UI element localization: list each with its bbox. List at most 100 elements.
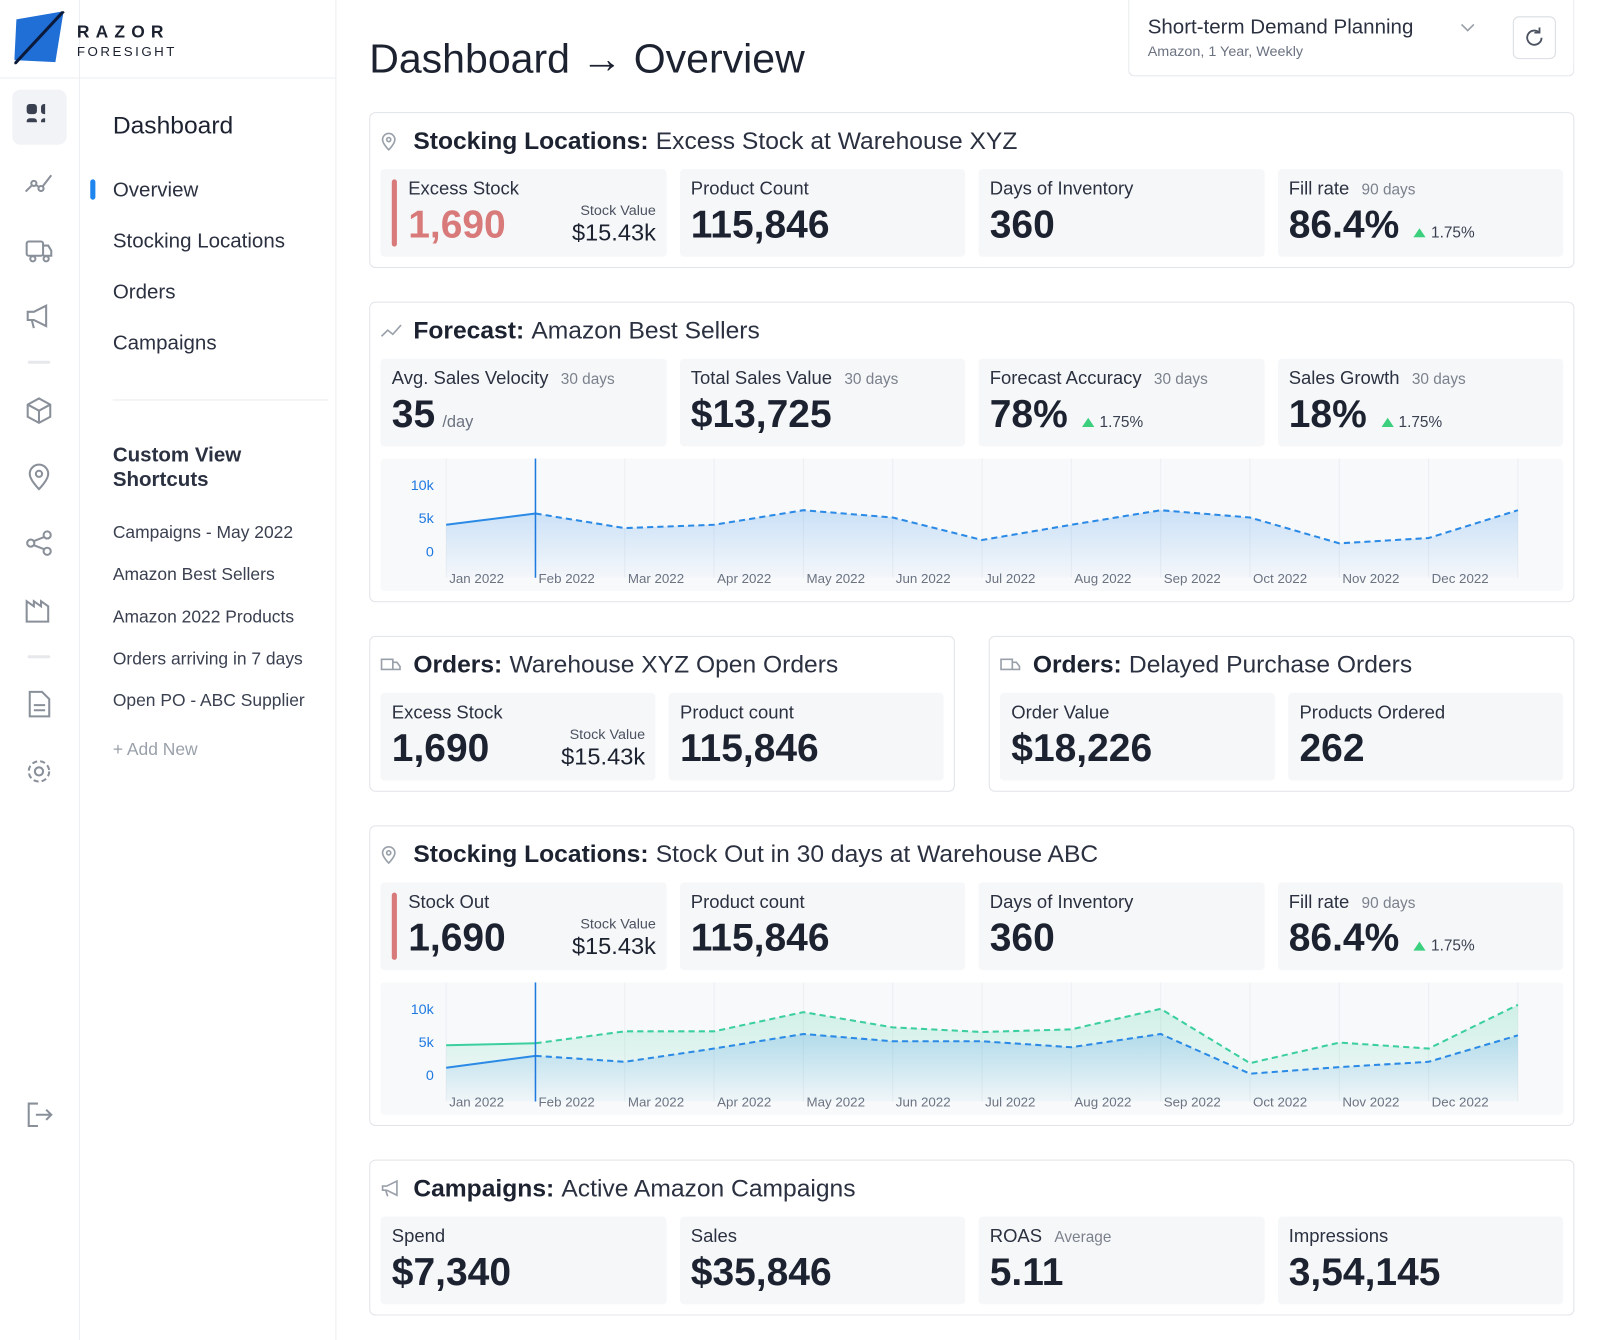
kpi-value-row: 262 (1299, 728, 1552, 772)
kpi-card: Excess Stock 1,690 Stock Value $15.43k (380, 169, 667, 257)
kpi-value: 360 (989, 203, 1055, 247)
y-tick-label: 5k (419, 511, 435, 527)
panel-header: Orders: Delayed Purchase Orders (1000, 637, 1563, 693)
separator (27, 655, 51, 659)
shortcut[interactable]: Amazon 2022 Products (112, 606, 295, 627)
kpi-label-row: Avg. Sales Velocity 30 days (392, 368, 656, 389)
up-arrow (1381, 417, 1394, 427)
nav-icon-network[interactable] (23, 527, 56, 560)
kpi-label: Days of Inventory (989, 178, 1134, 199)
chart-area: Jan 2022 Feb 2022 Mar 2022 Apr 2022 May 2022… (380, 458, 1564, 592)
refresh-button[interactable] (1512, 16, 1556, 60)
y-tick-label: 5k (419, 1035, 435, 1051)
panel-icon (1000, 657, 1021, 670)
kpi-value: 86.4% (1288, 203, 1400, 247)
section-row: Orders: Warehouse XYZ Open Orders Excess S… (369, 635, 1575, 792)
kpi-value-row: 3,54,145 (1289, 1251, 1553, 1295)
add-new[interactable]: + Add New (112, 739, 198, 760)
kpi-period: 90 days (1361, 181, 1416, 199)
nav-icon-reports[interactable] (23, 688, 56, 721)
kpi-label: Fill rate (1288, 178, 1350, 199)
kpi-card: Order Value $18,226 (999, 692, 1275, 781)
kpi-main: Forecast Accuracy 30 days 78% 1.75% (990, 368, 1254, 437)
kpi-value: 5.11 (989, 1251, 1064, 1295)
nav-icon-logout[interactable] (23, 1098, 56, 1131)
panel-header: Stocking Locations: Excess Stock at Wareh… (381, 113, 1564, 169)
kpi-card: Fill rate 90 days 86.4% 1.75% (1277, 169, 1564, 257)
panel-category: Campaigns: (413, 1174, 555, 1202)
kpi-label-row: Total Sales Value 30 days (691, 368, 955, 389)
panel-icon (381, 132, 396, 151)
panel-title: Excess Stock at Warehouse XYZ (655, 126, 1018, 155)
kpi-main: Total Sales Value 30 days $13,725 (691, 368, 955, 437)
kpi-card: Product Count 115,846 (679, 169, 966, 257)
kpi-unit: /day (442, 413, 474, 432)
shortcut[interactable]: Open PO - ABC Supplier (112, 691, 305, 711)
kpi-label: Fill rate (1288, 891, 1350, 913)
kpi-cards: Avg. Sales Velocity 30 days 35/day Total Sa… (380, 358, 1564, 447)
nav-item[interactable]: Overview (112, 179, 199, 202)
sub-label: Stock Value (580, 201, 656, 219)
panel-title: Warehouse XYZ Open Orders (509, 650, 839, 679)
panel: Campaigns: Active Amazon Campaigns Spend $7… (369, 1159, 1575, 1316)
forecast-line (535, 1032, 1519, 1075)
kpi-label: Product Count (690, 178, 809, 199)
kpi-label-row: Impressions (1289, 1226, 1553, 1247)
nav-icon-settings[interactable] (23, 755, 56, 788)
shortcut[interactable]: Amazon Best Sellers (112, 564, 275, 585)
nav-item[interactable]: Orders (112, 281, 176, 304)
kpi-period: 30 days (844, 370, 899, 389)
nav-item[interactable]: Campaigns (112, 332, 217, 355)
logo (14, 11, 65, 65)
section-row: Stocking Locations: Stock Out in 30 days … (369, 825, 1575, 1126)
panel-icon (381, 1179, 398, 1197)
alert-bar (391, 892, 397, 960)
nav-icon-warehouse[interactable] (23, 593, 56, 626)
kpi-main: Products Ordered 262 (1299, 702, 1552, 771)
change-value: 1.75% (1431, 224, 1475, 242)
kpi-main: Product count 115,846 (680, 702, 933, 771)
kpi-value: 115,846 (690, 917, 830, 960)
kpi-value-row: 35/day (392, 393, 656, 437)
icon-path (381, 845, 396, 864)
kpi-label: Product count (679, 702, 794, 723)
kpi-value-row: $13,725 (691, 393, 955, 437)
kpi-change: 1.75% (1413, 224, 1475, 242)
divider (112, 399, 329, 401)
kpi-label-row: Forecast Accuracy 30 days (990, 368, 1254, 389)
kpi-label-row: Excess Stock (408, 178, 572, 199)
kpi-label: Stock Out (408, 891, 490, 913)
sub-value: $15.43k (571, 932, 656, 959)
kpi-label-row: ROAS Average (990, 1226, 1254, 1247)
kpi-period: Average (1054, 1228, 1112, 1247)
separator (27, 360, 51, 364)
kpi-card: Forecast Accuracy 30 days 78% 1.75% (978, 358, 1265, 447)
sub-value: $15.43k (571, 219, 656, 246)
kpi-value-row: 1,690 (408, 917, 572, 961)
panel-category: Stocking Locations: (413, 126, 649, 155)
kpi-period: 90 days (1361, 894, 1416, 913)
kpi-card: Sales $35,846 (679, 1216, 966, 1305)
panel-header: Forecast: Amazon Best Sellers (380, 303, 1564, 359)
view-selector[interactable]: Short-term Demand Planning Amazon, 1 Yea… (1128, 0, 1575, 77)
nav-icon-locations[interactable] (23, 460, 56, 493)
section-row: Stocking Locations: Excess Stock at Wareh… (369, 112, 1575, 268)
sub-label: Stock Value (580, 915, 656, 932)
nav-icon-orders[interactable] (23, 233, 56, 266)
kpi-main: Stock Out 1,690 (408, 892, 572, 961)
kpi-main: Days of Inventory 360 (990, 178, 1254, 247)
panel-title: Delayed Purchase Orders (1128, 650, 1413, 679)
kpi-value: $13,725 (690, 393, 832, 437)
nav-icon-products[interactable] (23, 394, 56, 427)
nav-icon-forecast[interactable] (23, 167, 56, 200)
shortcut[interactable]: Orders arriving in 7 days (112, 648, 303, 669)
shortcut[interactable]: Campaigns - May 2022 (112, 522, 294, 543)
nav-icon-dashboard[interactable] (12, 89, 67, 145)
kpi-label: Forecast Accuracy (989, 367, 1142, 389)
panel-icon (380, 657, 401, 670)
kpi-sub: Stock Value $15.43k (561, 726, 645, 771)
nav-icon-campaigns[interactable] (23, 300, 56, 333)
chevron (1460, 23, 1475, 32)
nav-item[interactable]: Stocking Locations (112, 230, 286, 253)
kpi-card: ROAS Average 5.11 (978, 1216, 1265, 1305)
